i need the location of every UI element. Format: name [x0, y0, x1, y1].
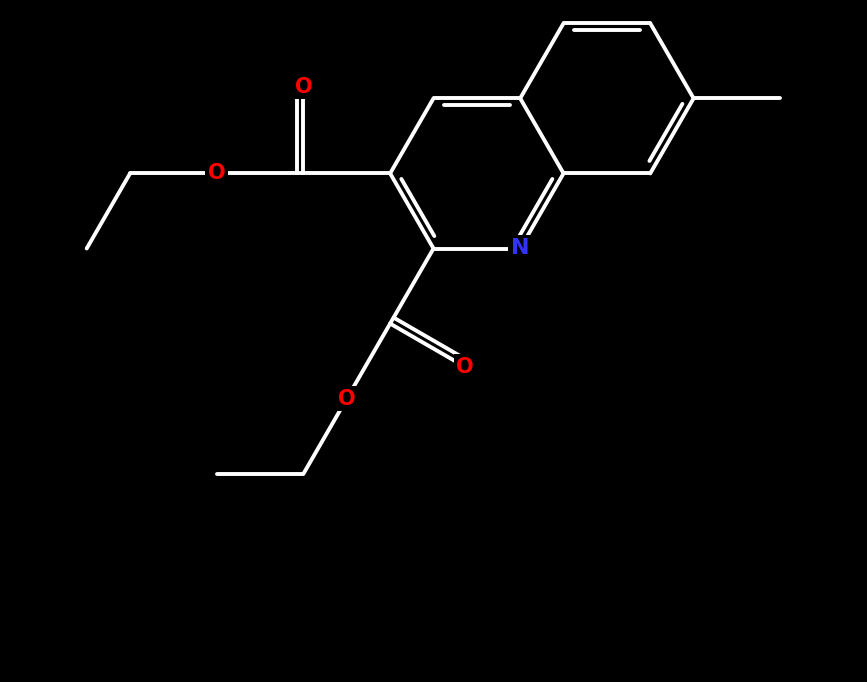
- Text: N: N: [511, 239, 530, 258]
- Text: O: O: [456, 357, 474, 377]
- Text: O: O: [208, 164, 225, 183]
- Text: O: O: [295, 76, 312, 97]
- Text: O: O: [338, 389, 355, 409]
